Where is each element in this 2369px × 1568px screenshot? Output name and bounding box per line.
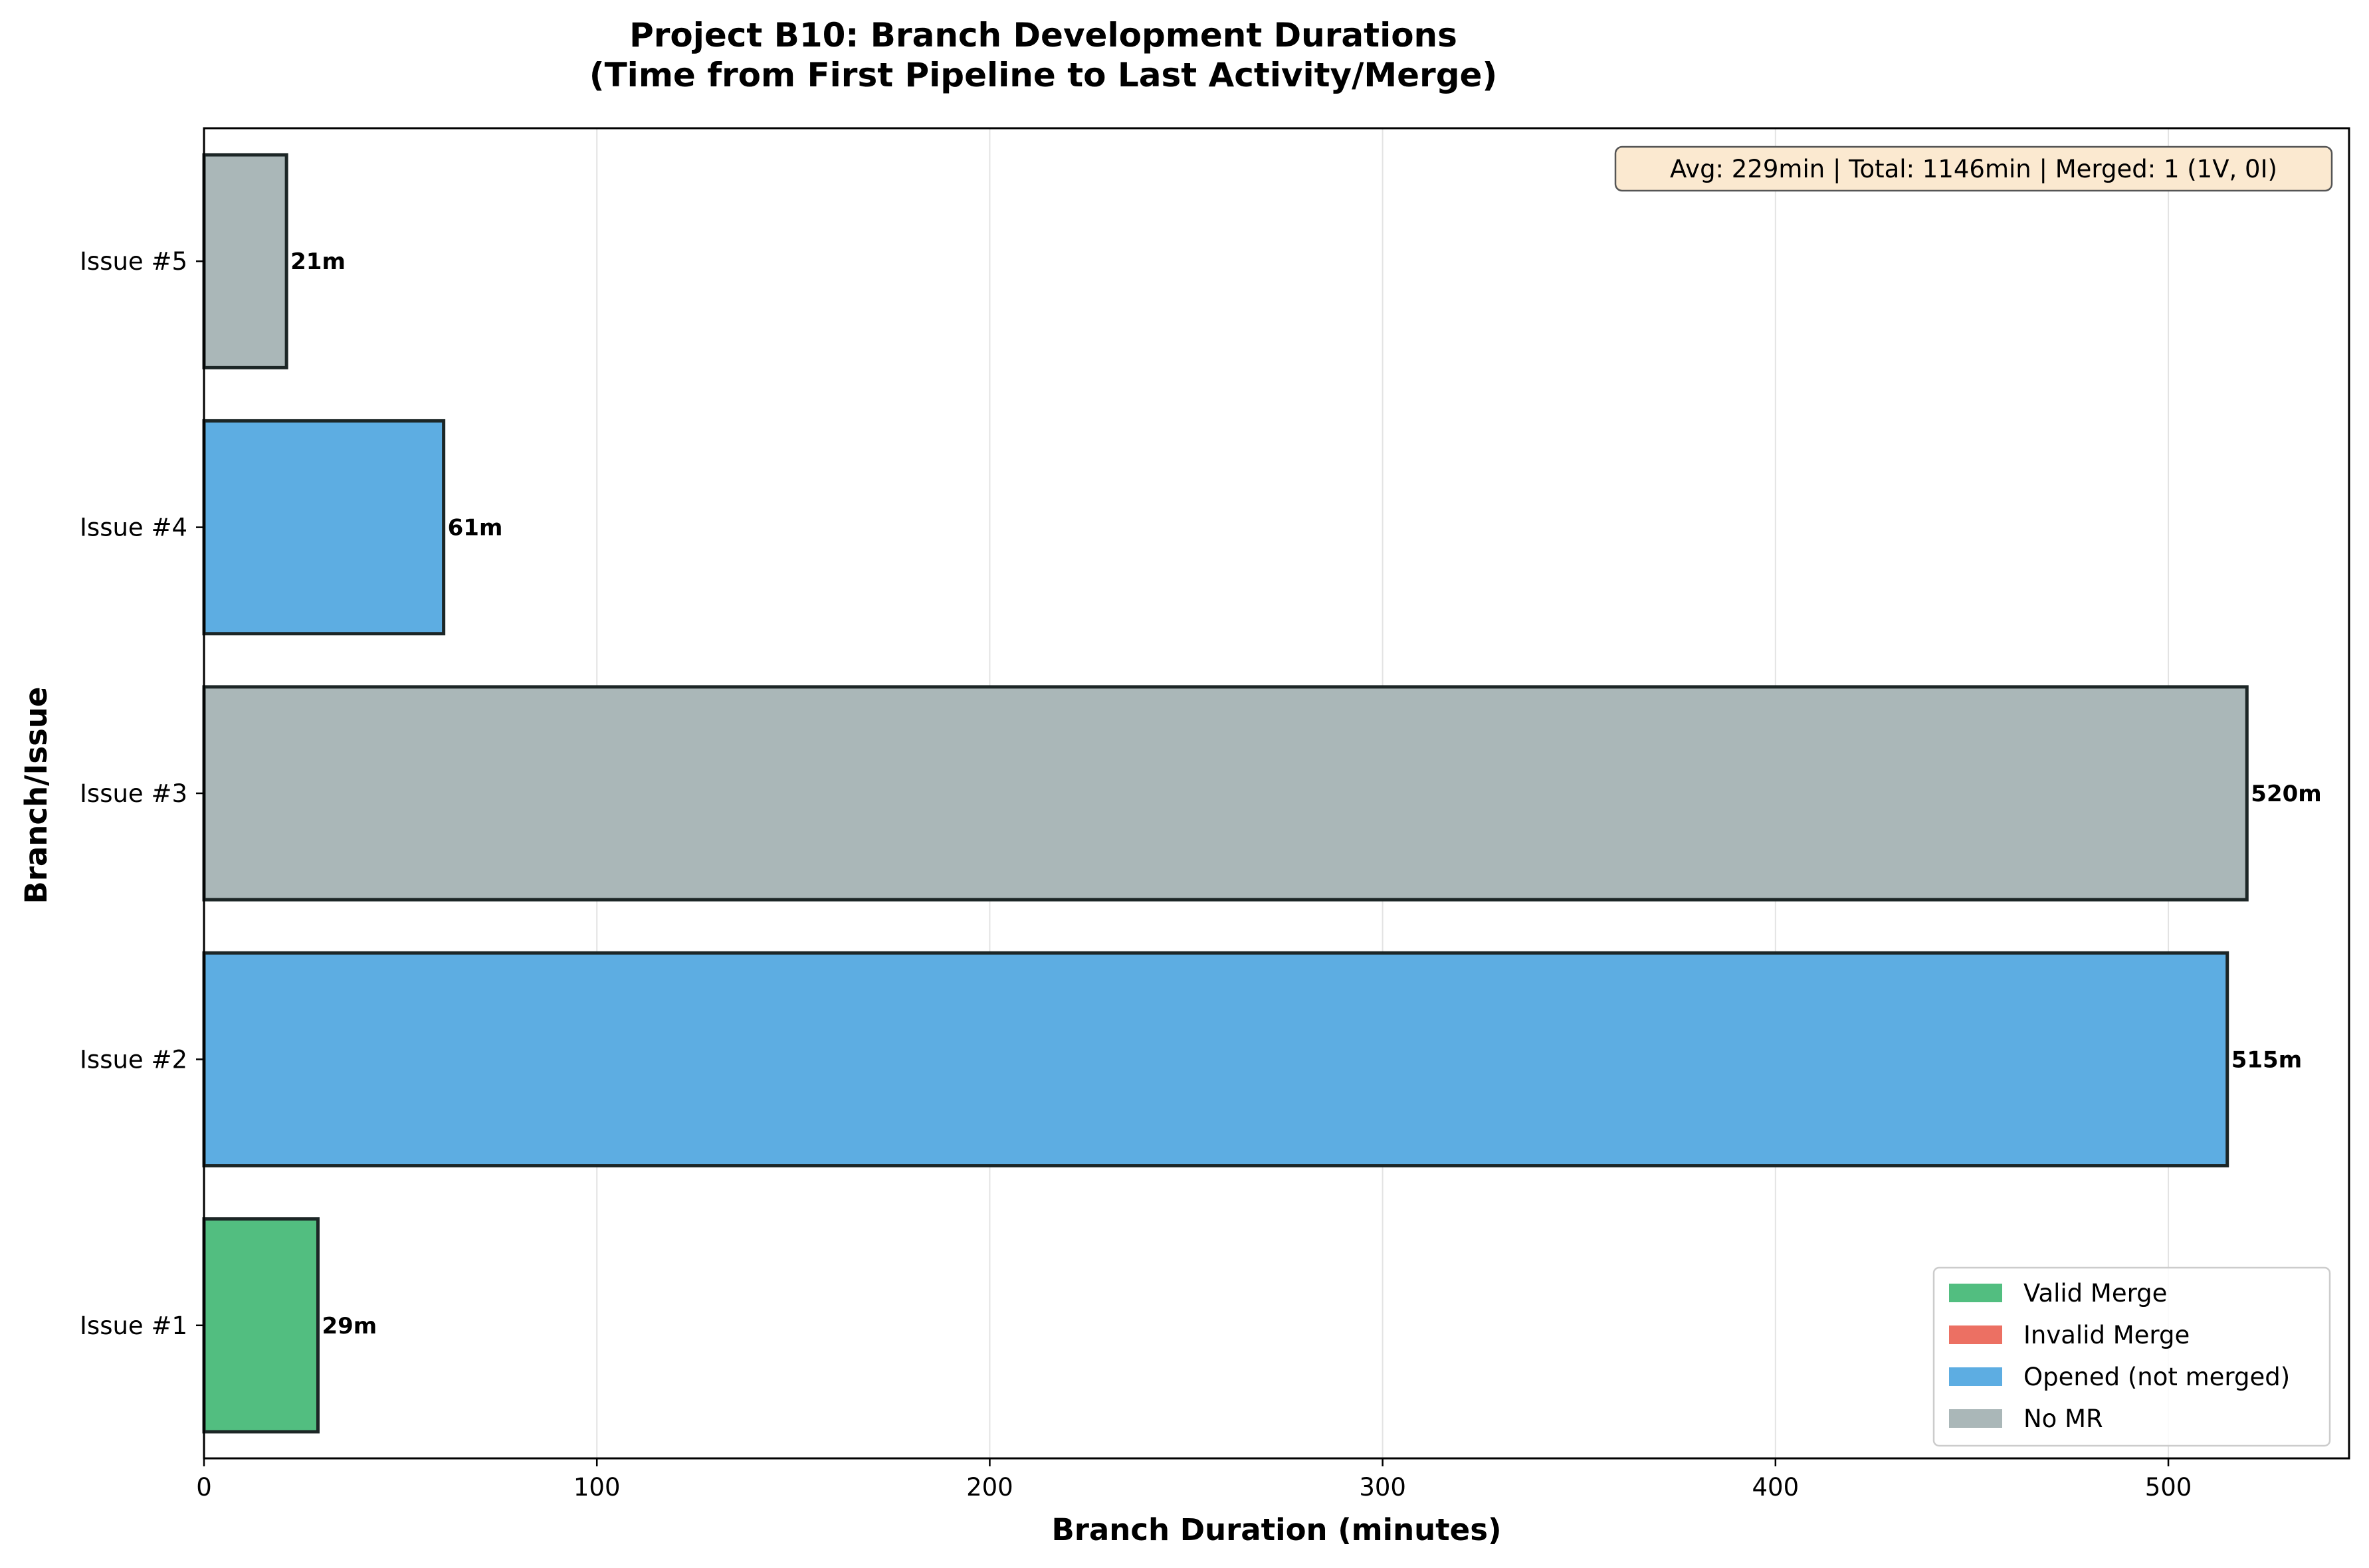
- legend-swatch: [1949, 1284, 2002, 1302]
- stats-box-background: [1614, 146, 2333, 192]
- y-tick-label: Issue #4: [80, 514, 187, 542]
- bar-4: [202, 419, 446, 636]
- legend-swatch: [1949, 1325, 2002, 1344]
- bar-5: [202, 153, 288, 369]
- legend: Valid Merge Invalid Merge Opened (not merg…: [1932, 1266, 2331, 1447]
- legend-swatch: [1949, 1409, 2002, 1428]
- y-tick-label: Issue #1: [80, 1312, 187, 1340]
- x-tick-label: 500: [2145, 1473, 2192, 1502]
- x-tick-label: 100: [573, 1473, 621, 1502]
- bar-3: [202, 685, 2249, 902]
- x-axis-label: Branch Duration (minutes): [1051, 1512, 1501, 1547]
- legend-swatch: [1949, 1367, 2002, 1386]
- bar-1: [202, 1217, 320, 1434]
- y-tick-label: Issue #3: [80, 779, 187, 808]
- stats-box-text: Avg: 229min | Total: 1146min | Merged: 1…: [1670, 155, 2277, 183]
- chart-title-line-1: Project B10: Branch Development Duration…: [629, 16, 1457, 54]
- bar-value-label: 520m: [2251, 781, 2321, 807]
- bar-value-label: 515m: [2231, 1046, 2302, 1073]
- stats-box: Avg: 229min | Total: 1146min | Merged: 1…: [1614, 146, 2333, 192]
- bars-group: 29m 515m 520m 61m 21m: [202, 153, 2322, 1434]
- x-axis-ticks: 0 100 200 300 400 500: [196, 1458, 2192, 1502]
- y-tick-label: Issue #2: [80, 1045, 187, 1074]
- bar-value-label: 29m: [322, 1313, 377, 1339]
- x-tick-label: 300: [1359, 1473, 1406, 1502]
- legend-label: No MR: [2023, 1405, 2103, 1433]
- bar-value-label: 61m: [448, 515, 503, 541]
- bar-value-label: 21m: [290, 248, 346, 275]
- bar-2: [202, 951, 2229, 1168]
- legend-label: Valid Merge: [2023, 1279, 2167, 1308]
- x-tick-label: 400: [1752, 1473, 1800, 1502]
- y-axis-ticks: Issue #1 Issue #2 Issue #3 Issue #4 Issue #5: [80, 247, 204, 1340]
- y-axis-label: Branch/Issue: [19, 687, 54, 904]
- legend-label: Opened (not merged): [2023, 1363, 2290, 1391]
- x-tick-label: 0: [196, 1473, 212, 1502]
- y-tick-label: Issue #5: [80, 247, 187, 276]
- x-tick-label: 200: [966, 1473, 1013, 1502]
- legend-label: Invalid Merge: [2023, 1321, 2190, 1349]
- chart-title-line-2: (Time from First Pipeline to Last Activi…: [589, 56, 1498, 94]
- legend-frame: [1932, 1266, 2331, 1447]
